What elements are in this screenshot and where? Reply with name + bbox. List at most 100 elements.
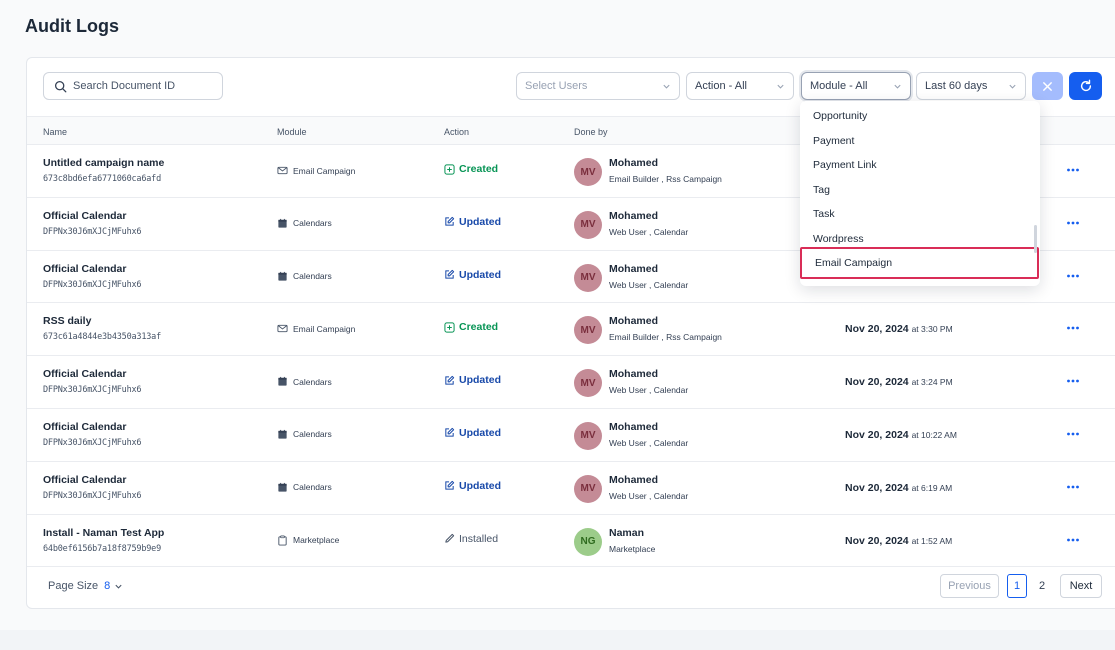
calendar-icon bbox=[277, 429, 293, 440]
action-filter[interactable]: Action - All bbox=[686, 72, 794, 100]
calendar-icon bbox=[277, 271, 293, 282]
action-filter-label: Action - All bbox=[695, 80, 747, 92]
dropdown-option-task[interactable]: Task bbox=[813, 208, 835, 220]
created-icon bbox=[444, 322, 459, 333]
module-dropdown-menu: Opportunity Payment Payment Link Tag Tas… bbox=[800, 101, 1040, 286]
row-time-value: at 3:24 PM bbox=[911, 377, 953, 388]
row-action: Created bbox=[444, 321, 498, 333]
calendar-icon bbox=[277, 376, 293, 387]
table-body: Untitled campaign name 673c8bd6efa6771060… bbox=[27, 145, 1115, 568]
row-name: Official Calendar bbox=[43, 262, 127, 275]
row-document-id: DFPNx30J6mXJCjMFuhx6 bbox=[43, 226, 142, 237]
row-action-label: Created bbox=[459, 163, 499, 175]
dropdown-option-email-campaign[interactable]: Email Campaign bbox=[800, 247, 1039, 279]
page-1-button[interactable]: 1 bbox=[1007, 574, 1027, 598]
dropdown-option-payment-link[interactable]: Payment Link bbox=[813, 159, 877, 171]
row-module-label: Email Campaign bbox=[293, 323, 356, 334]
avatar: NG bbox=[574, 527, 602, 556]
search-box[interactable] bbox=[43, 72, 223, 100]
table-row[interactable]: Official Calendar DFPNx30J6mXJCjMFuhx6 Cal… bbox=[27, 462, 1115, 515]
row-date: Nov 20, 2024 at 3:24 PM bbox=[845, 376, 953, 388]
row-action: Updated bbox=[444, 269, 501, 281]
row-module: Email Campaign bbox=[277, 323, 355, 334]
header-name: Name bbox=[43, 127, 68, 137]
date-range-label: Last 60 days bbox=[925, 80, 988, 92]
table-row[interactable]: Install - Naman Test App 64b0ef6156b7a18f… bbox=[27, 515, 1115, 568]
row-date: Nov 20, 2024 at 6:19 AM bbox=[845, 482, 952, 494]
row-document-id: DFPNx30J6mXJCjMFuhx6 bbox=[43, 437, 142, 448]
row-module-label: Email Campaign bbox=[293, 165, 356, 176]
table-row[interactable]: Official Calendar DFPNx30J6mXJCjMFuhx6 Cal… bbox=[27, 409, 1115, 462]
row-module: Calendars bbox=[277, 429, 332, 440]
row-user: Mohamed bbox=[609, 368, 659, 381]
updated-icon bbox=[444, 427, 459, 438]
refresh-icon bbox=[1080, 79, 1091, 92]
more-options-icon[interactable] bbox=[1065, 532, 1081, 548]
chevron-down-icon bbox=[663, 84, 670, 89]
bottom-strip bbox=[0, 630, 1115, 650]
more-options-icon[interactable] bbox=[1065, 215, 1081, 231]
more-options-icon[interactable] bbox=[1065, 373, 1081, 389]
row-module-label: Calendars bbox=[293, 376, 332, 387]
row-document-id: 64b0ef6156b7a18f8759b9e9 bbox=[43, 543, 162, 554]
users-filter[interactable]: Select Users bbox=[516, 72, 680, 100]
row-document-id: DFPNx30J6mXJCjMFuhx6 bbox=[43, 490, 142, 501]
avatar: MV bbox=[574, 369, 602, 398]
row-user: Mohamed bbox=[609, 473, 659, 486]
row-action-label: Updated bbox=[459, 268, 501, 281]
row-action: Updated bbox=[444, 216, 501, 228]
next-page-button[interactable]: Next bbox=[1060, 574, 1102, 598]
page-size-selector[interactable]: Page Size 8 bbox=[48, 580, 123, 592]
more-options-icon[interactable] bbox=[1065, 479, 1081, 495]
mail-icon bbox=[277, 165, 293, 176]
row-date: Nov 20, 2024 at 1:52 AM bbox=[845, 535, 952, 547]
dropdown-scrollbar[interactable] bbox=[1034, 225, 1037, 253]
page-size-label: Page Size bbox=[48, 580, 99, 592]
row-user: Mohamed bbox=[609, 420, 659, 433]
calendar-icon bbox=[277, 218, 293, 229]
row-document-id: 673c61a4844e3b4350a313af bbox=[43, 332, 162, 343]
row-name: RSS daily bbox=[43, 315, 92, 328]
calendar-icon bbox=[277, 482, 293, 493]
more-options-icon[interactable] bbox=[1065, 426, 1081, 442]
dropdown-option-payment[interactable]: Payment bbox=[813, 134, 855, 147]
date-range-filter[interactable]: Last 60 days bbox=[916, 72, 1026, 100]
refresh-button[interactable] bbox=[1069, 72, 1102, 100]
page-2-button[interactable]: 2 bbox=[1038, 580, 1046, 592]
created-icon bbox=[444, 163, 459, 175]
module-filter[interactable]: Module - All bbox=[801, 72, 911, 100]
users-filter-label: Select Users bbox=[525, 80, 588, 92]
previous-page-button[interactable]: Previous bbox=[940, 574, 999, 598]
row-module: Marketplace bbox=[277, 535, 339, 546]
avatar: MV bbox=[574, 474, 602, 503]
table-row[interactable]: Untitled campaign name 673c8bd6efa6771060… bbox=[27, 145, 1115, 198]
avatar: MV bbox=[574, 421, 602, 450]
more-options-icon[interactable] bbox=[1065, 162, 1081, 178]
dropdown-option-tag[interactable]: Tag bbox=[813, 183, 830, 196]
clear-filters-button[interactable] bbox=[1032, 72, 1063, 100]
dropdown-option-wordpress[interactable]: Wordpress bbox=[813, 232, 864, 245]
table-row[interactable]: Official Calendar DFPNx30J6mXJCjMFuhx6 Cal… bbox=[27, 198, 1115, 251]
dropdown-option-opportunity[interactable]: Opportunity bbox=[813, 110, 868, 122]
row-module: Calendars bbox=[277, 376, 332, 387]
row-name: Official Calendar bbox=[43, 473, 127, 486]
updated-icon bbox=[444, 375, 459, 386]
table-row[interactable]: Official Calendar DFPNx30J6mXJCjMFuhx6 Cal… bbox=[27, 356, 1115, 409]
row-action-label: Installed bbox=[459, 532, 499, 545]
row-roles: Web User , Calendar bbox=[609, 226, 689, 237]
more-options-icon[interactable] bbox=[1065, 320, 1081, 336]
row-action: Created bbox=[444, 163, 498, 175]
chevron-down-icon bbox=[1009, 84, 1016, 89]
header-module: Module bbox=[277, 127, 307, 137]
row-roles: Web User , Calendar bbox=[609, 437, 689, 448]
header-done-by: Done by bbox=[574, 127, 608, 137]
row-date: Nov 20, 2024 at 3:30 PM bbox=[845, 323, 953, 335]
row-name: Untitled campaign name bbox=[43, 157, 165, 169]
table-row[interactable]: Official Calendar DFPNx30J6mXJCjMFuhx6 Cal… bbox=[27, 251, 1115, 304]
clipboard-icon bbox=[277, 535, 293, 546]
table-row[interactable]: RSS daily 673c61a4844e3b4350a313af Email C… bbox=[27, 303, 1115, 357]
row-module-label: Calendars bbox=[293, 482, 332, 493]
search-input[interactable] bbox=[73, 80, 213, 92]
chevron-down-icon bbox=[115, 584, 122, 589]
more-options-icon[interactable] bbox=[1065, 268, 1081, 284]
